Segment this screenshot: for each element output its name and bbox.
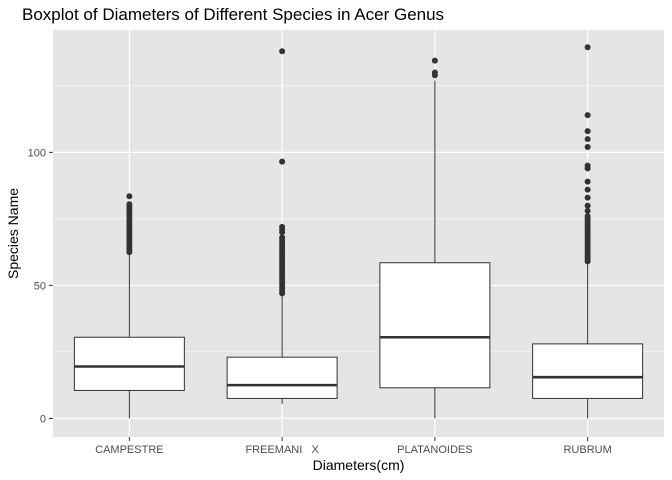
y-axis-title: Species Name <box>5 188 21 279</box>
iqr-box <box>73 336 185 391</box>
boxes-layer <box>73 44 644 419</box>
outlier-point <box>126 201 133 208</box>
outlier-point <box>279 234 286 241</box>
outlier-point <box>584 144 591 151</box>
box-campestre <box>73 193 185 419</box>
outlier-point <box>584 162 591 169</box>
outlier-point <box>584 213 591 220</box>
x-tick-label: PLATANOIDES <box>397 444 472 456</box>
chart-title: Boxplot of Diameters of Different Specie… <box>22 5 444 24</box>
outlier-point <box>279 158 286 165</box>
iqr-box <box>226 356 338 399</box>
outlier-point <box>584 136 591 143</box>
x-tick-label: CAMPESTRE <box>95 444 163 456</box>
y-tick-label: 0 <box>40 413 46 425</box>
outlier-point <box>584 194 591 201</box>
outlier-point <box>584 186 591 193</box>
outlier-point <box>584 207 591 214</box>
outlier-point <box>584 128 591 135</box>
outlier-point <box>584 112 591 119</box>
outlier-point <box>431 57 438 64</box>
iqr-box <box>532 343 644 399</box>
outlier-point <box>279 48 286 55</box>
y-tick-label: 100 <box>28 147 46 159</box>
box-rubrum <box>532 44 644 419</box>
x-tick-label: FREEMANI X <box>245 444 319 456</box>
outlier-point <box>584 178 591 185</box>
y-axis: 0 50 100 <box>28 147 53 425</box>
iqr-box <box>379 262 491 389</box>
box-freemani-x <box>226 48 338 404</box>
outlier-point <box>279 223 286 230</box>
x-axis: CAMPESTRE FREEMANI X PLATANOIDES RUBRUM <box>95 437 612 456</box>
outlier-point <box>431 69 438 76</box>
x-tick-label: RUBRUM <box>563 444 611 456</box>
outlier-point <box>126 193 133 200</box>
outlier-point <box>584 44 591 51</box>
y-tick-label: 50 <box>34 280 46 292</box>
box-platanoides <box>379 57 491 419</box>
outlier-point <box>584 202 591 209</box>
x-axis-title: Diameters(cm) <box>313 457 405 473</box>
